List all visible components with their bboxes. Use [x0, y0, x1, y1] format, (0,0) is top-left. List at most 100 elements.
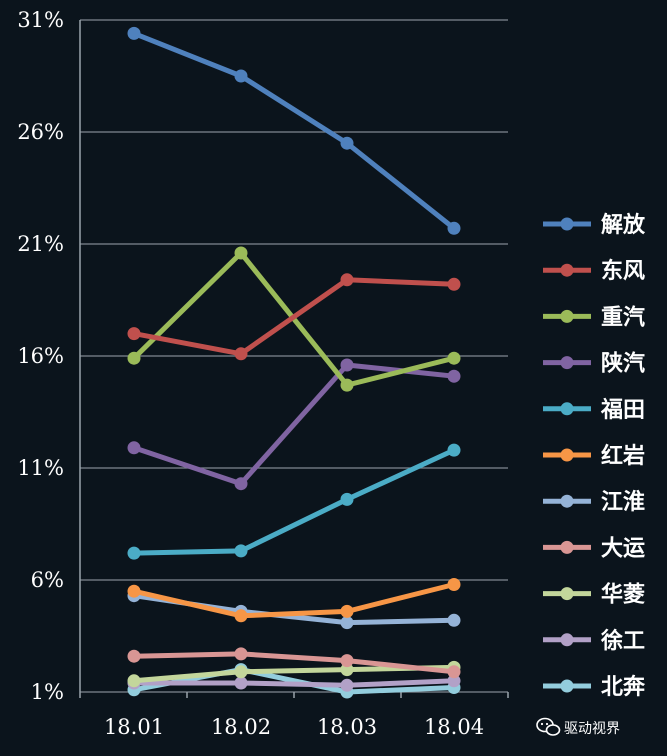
data-point — [234, 69, 248, 83]
series-lines — [127, 26, 461, 699]
legend-swatch-marker — [560, 448, 574, 462]
data-point — [340, 273, 354, 287]
data-point — [340, 616, 354, 630]
data-point — [234, 676, 248, 690]
legend-label: 重汽 — [601, 304, 645, 330]
series-东风 — [127, 273, 461, 361]
data-point — [447, 578, 461, 591]
wechat-icon — [536, 717, 561, 736]
data-point — [234, 477, 248, 491]
legend-entry: 陕汽 — [543, 351, 645, 377]
legend-entry: 北奔 — [543, 674, 646, 700]
data-point — [127, 674, 141, 688]
data-point — [447, 277, 461, 291]
data-point — [340, 678, 354, 692]
legend-label: 大运 — [601, 536, 645, 561]
series-line — [131, 277, 457, 357]
legend-swatch-marker — [560, 494, 574, 508]
series-福田 — [127, 443, 461, 560]
data-point — [340, 663, 354, 677]
data-point — [447, 665, 461, 679]
data-point — [127, 441, 141, 455]
data-point — [127, 351, 141, 365]
data-point — [447, 369, 461, 383]
legend-swatch-marker — [560, 587, 574, 601]
data-point — [127, 26, 141, 40]
y-tick-label: 16% — [17, 344, 64, 368]
data-point — [447, 613, 461, 627]
legend-entry: 重汽 — [543, 304, 645, 330]
legend-swatch-marker — [560, 679, 574, 693]
legend-swatch-marker — [560, 309, 574, 323]
x-tick-label: 18.04 — [424, 715, 484, 739]
x-tick-label: 18.03 — [317, 715, 377, 739]
legend-swatch-marker — [560, 356, 574, 370]
legend-label: 解放 — [601, 212, 646, 238]
series-line — [131, 667, 457, 695]
y-tick-label: 1% — [31, 680, 64, 704]
legend-entry: 华菱 — [543, 582, 645, 608]
legend-entry: 徐工 — [543, 628, 645, 654]
x-tick-label: 18.02 — [211, 715, 271, 739]
y-tick-label: 26% — [17, 120, 64, 144]
x-tick-label: 18.01 — [104, 715, 164, 739]
data-point — [340, 378, 354, 392]
legend-entry: 大运 — [543, 536, 645, 561]
y-tick-label: 31% — [17, 8, 64, 32]
series-line — [131, 30, 457, 231]
y-tick-label: 11% — [17, 456, 64, 480]
y-tick-label: 21% — [17, 232, 64, 256]
legend-swatch-marker — [560, 217, 574, 231]
series-line — [131, 678, 457, 688]
data-point — [127, 327, 141, 341]
data-point — [340, 492, 354, 506]
legend-label: 红岩 — [601, 443, 645, 469]
data-point — [127, 649, 141, 663]
axes — [79, 20, 509, 698]
data-point — [127, 584, 141, 598]
legend-label: 徐工 — [600, 628, 645, 654]
watermark: 驱动视界 — [536, 717, 620, 737]
data-point — [340, 136, 354, 150]
data-point — [447, 443, 461, 457]
x-tick-labels: 18.01 18.02 18.03 18.04 — [104, 715, 484, 739]
data-point — [340, 654, 354, 668]
legend-label: 东风 — [601, 258, 645, 284]
legend-swatch-marker — [560, 633, 574, 647]
data-point — [340, 604, 354, 618]
y-tick-labels: 1% 6% 11% 16% 21% 26% 31% — [17, 8, 64, 704]
series-大运 — [127, 647, 461, 679]
data-point — [234, 665, 248, 679]
legend-entry: 解放 — [543, 212, 646, 238]
series-解放 — [127, 26, 461, 235]
data-point — [340, 358, 354, 372]
legend-swatch-marker — [560, 263, 574, 277]
legend-entry: 福田 — [543, 398, 645, 423]
legend-label: 北奔 — [601, 674, 646, 700]
legend-label: 华菱 — [601, 582, 645, 608]
series-line — [131, 651, 457, 675]
data-point — [234, 609, 248, 623]
data-point — [127, 546, 141, 560]
data-point — [234, 647, 248, 661]
watermark-text: 驱动视界 — [564, 721, 620, 737]
legend-entry: 东风 — [543, 258, 645, 284]
legend-swatch-marker — [560, 402, 574, 416]
legend-label: 陕汽 — [601, 351, 645, 377]
data-point — [234, 246, 248, 260]
legend-label: 江淮 — [601, 490, 645, 515]
data-point — [447, 221, 461, 235]
series-line — [131, 447, 457, 556]
series-line — [131, 362, 457, 487]
data-point — [234, 347, 248, 361]
y-tick-label: 6% — [31, 568, 64, 592]
series-红岩 — [127, 578, 461, 623]
gridlines — [80, 19, 508, 693]
data-point — [447, 674, 461, 688]
legend-entry: 江淮 — [543, 490, 645, 515]
legend-swatch-marker — [560, 540, 574, 554]
legend-entry: 红岩 — [543, 443, 645, 469]
data-point — [447, 351, 461, 365]
